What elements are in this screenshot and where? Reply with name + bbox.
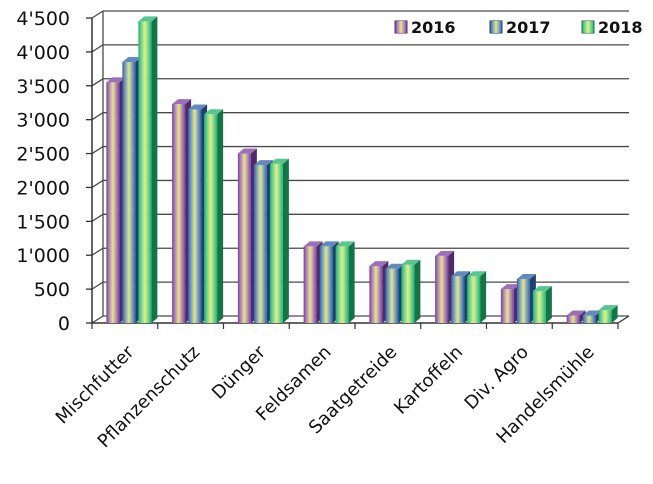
bar-top (401, 259, 421, 265)
bar-highlight (138, 21, 152, 324)
bar-2017-div-agro (516, 273, 536, 323)
bar-top (172, 99, 192, 105)
bar-top (598, 305, 618, 311)
y-tick-label: 500 (34, 279, 70, 301)
bar-highlight (319, 246, 333, 323)
bar-2018-d-nger (269, 158, 289, 323)
y-tick-label: 3'000 (16, 110, 70, 132)
gridline (91, 10, 629, 19)
bar-top (319, 241, 339, 247)
bar-top (122, 57, 142, 63)
bar-top (435, 250, 455, 256)
bar-2018-handelsm-hle (598, 305, 618, 323)
bar-top (253, 160, 273, 166)
y-tick-label: 3'500 (16, 76, 70, 98)
legend-item-2016: 2016 (394, 18, 456, 37)
legend-label: 2018 (598, 18, 643, 37)
bar-highlight (435, 255, 449, 323)
bar-2018-saatgetreide (401, 259, 421, 323)
bar-2018-div-agro (532, 286, 552, 323)
legend-swatch-highlight (490, 21, 502, 33)
legend: 2016 2017 2018 (394, 18, 643, 37)
bar-side (282, 158, 289, 323)
bar-top (532, 286, 552, 292)
bar-2018-feldsamen (335, 241, 355, 323)
bar-top (106, 77, 126, 83)
bar-top (385, 263, 405, 269)
bar-top (335, 241, 355, 247)
bars (106, 16, 618, 324)
bar-highlight (303, 246, 317, 323)
bar-2016-kartoffeln (435, 250, 455, 323)
bar-highlight (385, 268, 399, 323)
legend-item-2018: 2018 (581, 18, 643, 37)
bar-highlight (122, 62, 136, 324)
x-category-label: Dünger (208, 341, 270, 403)
legend-label: 2016 (411, 18, 456, 37)
bar-top (582, 310, 602, 316)
bar-highlight (566, 315, 580, 323)
legend-label: 2017 (506, 18, 551, 37)
x-category-label: Kartoffeln (390, 342, 467, 419)
floor-right-edge (617, 315, 630, 324)
bar-highlight (269, 163, 283, 323)
bar-top (269, 158, 289, 164)
bar-highlight (253, 165, 267, 323)
y-tick-label: 2'000 (16, 177, 70, 199)
bar-highlight (516, 278, 530, 323)
labels: 0 500 1'000 1'500 2'000 2'500 3'000 3'500 4'000 4… (16, 8, 598, 452)
bar-top (188, 104, 208, 110)
y-tick-label: 4'000 (16, 42, 70, 64)
bar-highlight (582, 315, 596, 323)
bar-highlight (467, 276, 481, 323)
bar-side (480, 271, 487, 323)
bar-2018-kartoffeln (467, 271, 487, 323)
bar-side (348, 241, 355, 323)
legend-swatch-highlight (582, 21, 594, 33)
gridline (91, 44, 629, 53)
y-tick-label: 1'000 (16, 245, 70, 267)
bar-top (451, 271, 471, 277)
bar-highlight (172, 104, 186, 323)
bar-2018-mischfutter (138, 16, 158, 324)
bar-top (237, 148, 257, 154)
y-tick-label: 4'500 (16, 8, 70, 30)
axes (86, 17, 630, 329)
bar-highlight (335, 246, 349, 323)
bar-side (414, 259, 421, 323)
bar-2016-d-nger (237, 148, 257, 323)
bar-highlight (598, 310, 612, 323)
bar-side (611, 305, 618, 323)
bar-top (303, 241, 323, 247)
bar-highlight (204, 114, 218, 323)
bar-top (204, 109, 224, 115)
bar-side (217, 109, 224, 323)
gridline (91, 78, 629, 87)
bar-highlight (500, 289, 514, 323)
y-tick-label: 0 (58, 313, 70, 335)
bar-top (467, 271, 487, 277)
y-tick-label: 2'500 (16, 144, 70, 166)
bar-top (500, 284, 520, 290)
bar-2016-mischfutter (106, 77, 126, 323)
y-tick-label: 1'500 (16, 211, 70, 233)
bar-highlight (188, 109, 202, 323)
bar-side (545, 286, 552, 323)
bar-highlight (237, 153, 251, 323)
gridlines (91, 10, 629, 324)
bar-highlight (369, 266, 383, 323)
bar-top (566, 310, 586, 316)
bar-highlight (401, 264, 415, 323)
legend-item-2017: 2017 (489, 18, 551, 37)
legend-swatch-highlight (395, 21, 407, 33)
bar-top (138, 16, 158, 22)
bar-highlight (106, 82, 120, 323)
bar-highlight (532, 291, 546, 323)
bar-top (516, 273, 536, 279)
bar-highlight (451, 276, 465, 323)
bar-top (369, 261, 389, 267)
bar-side (151, 16, 158, 324)
bar-2018-pflanzenschutz (204, 109, 224, 323)
